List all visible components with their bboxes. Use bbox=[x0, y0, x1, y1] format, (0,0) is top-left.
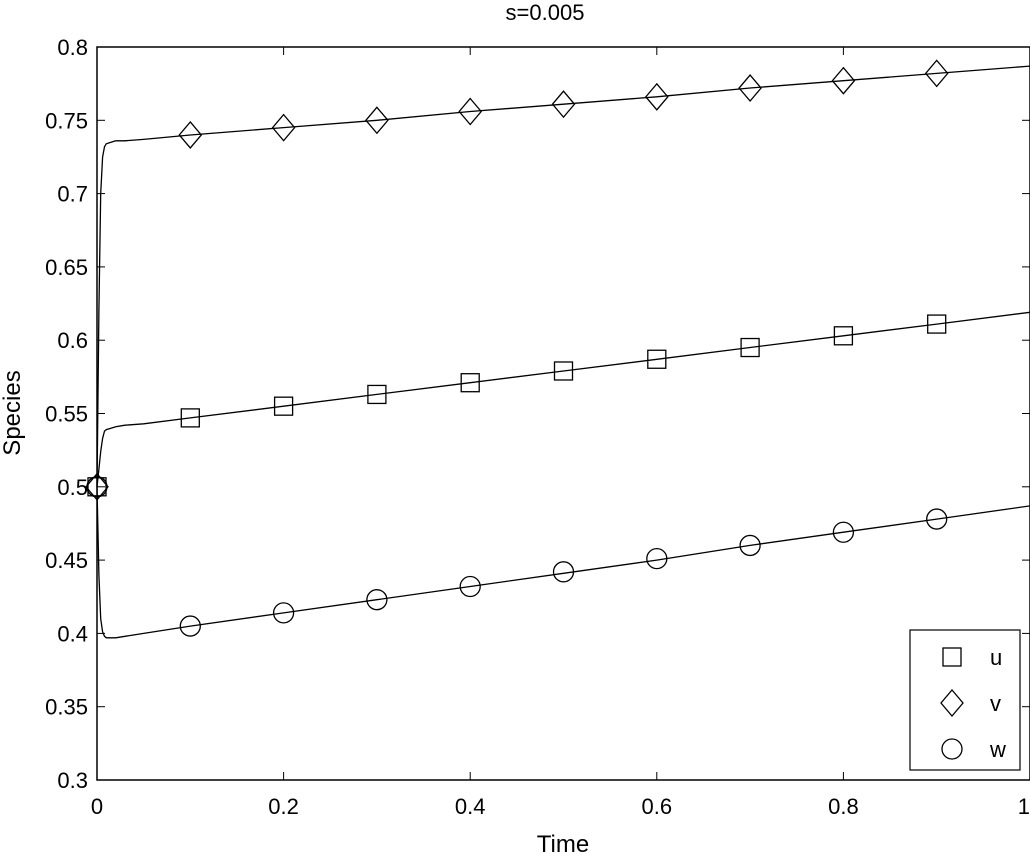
data-point-w bbox=[179, 615, 201, 637]
data-point-u bbox=[273, 396, 294, 416]
data-point-v bbox=[551, 90, 576, 119]
x-tick-label: 1 bbox=[1018, 794, 1030, 819]
x-tick-label: 0 bbox=[91, 794, 103, 819]
data-point-u bbox=[833, 326, 854, 346]
data-point-w bbox=[459, 575, 481, 598]
series-layer bbox=[85, 59, 1030, 639]
y-tick-label: 0.8 bbox=[57, 35, 88, 60]
axis-ticks: 0 0.2 0.4 0.6 0.8 1 0.3 0.35 0.4 0.45 0.5 0.55 0.6 0.… bbox=[45, 35, 1030, 819]
data-point-v bbox=[178, 120, 203, 149]
legend-label-v: v bbox=[990, 691, 1001, 716]
chart-title: s=0.005 bbox=[506, 0, 585, 25]
data-point-w bbox=[926, 508, 948, 530]
y-tick-label: 0.45 bbox=[45, 548, 88, 573]
data-point-u bbox=[180, 408, 200, 428]
data-point-w bbox=[552, 561, 575, 583]
y-tick-label: 0.75 bbox=[45, 108, 88, 133]
series-line-u bbox=[96, 311, 1030, 487]
x-tick-label: 0.2 bbox=[268, 794, 299, 819]
y-tick-label: 0.55 bbox=[45, 402, 88, 427]
y-tick-label: 0.3 bbox=[57, 768, 88, 793]
data-point-w bbox=[646, 547, 668, 570]
y-tick-label: 0.7 bbox=[57, 182, 88, 207]
data-point-w bbox=[366, 589, 388, 611]
data-point-v bbox=[831, 66, 856, 95]
legend-label-u: u bbox=[990, 645, 1002, 670]
legend-marker-u bbox=[942, 647, 962, 667]
data-point-v bbox=[644, 82, 669, 111]
x-axis-label: Time bbox=[537, 831, 589, 856]
y-tick-label: 0.5 bbox=[57, 475, 88, 500]
data-point-v bbox=[365, 106, 389, 135]
x-tick-label: 0.8 bbox=[828, 794, 859, 819]
y-tick-label: 0.4 bbox=[57, 621, 88, 646]
data-point-u bbox=[647, 349, 667, 369]
series-w bbox=[86, 476, 1030, 639]
data-point-v bbox=[458, 97, 483, 126]
y-tick-label: 0.65 bbox=[45, 255, 88, 280]
y-axis-label: Species bbox=[0, 370, 26, 455]
legend-marker-w bbox=[941, 738, 963, 760]
legend-marker-v bbox=[940, 688, 964, 718]
legend: uvw bbox=[909, 629, 1021, 771]
data-point-w bbox=[272, 602, 295, 624]
data-point-v bbox=[738, 74, 762, 103]
y-tick-label: 0.6 bbox=[57, 328, 88, 353]
data-point-v bbox=[924, 59, 949, 88]
x-tick-label: 0.4 bbox=[455, 794, 486, 819]
data-point-u bbox=[553, 361, 574, 381]
x-tick-label: 0.6 bbox=[642, 794, 673, 819]
data-point-v bbox=[271, 113, 296, 142]
series-line-w bbox=[96, 486, 1030, 639]
y-tick-label: 0.35 bbox=[45, 695, 88, 720]
data-point-u bbox=[367, 384, 387, 405]
data-point-u bbox=[460, 373, 480, 393]
legend-box bbox=[909, 629, 1021, 771]
data-point-w bbox=[739, 534, 761, 557]
data-point-w bbox=[832, 521, 855, 543]
data-point-u bbox=[740, 337, 760, 358]
data-point-u bbox=[927, 314, 947, 334]
series-line-v bbox=[96, 65, 1030, 487]
plot-area-frame bbox=[96, 46, 1030, 781]
legend-label-w: w bbox=[989, 737, 1006, 762]
series-u bbox=[87, 311, 1030, 497]
